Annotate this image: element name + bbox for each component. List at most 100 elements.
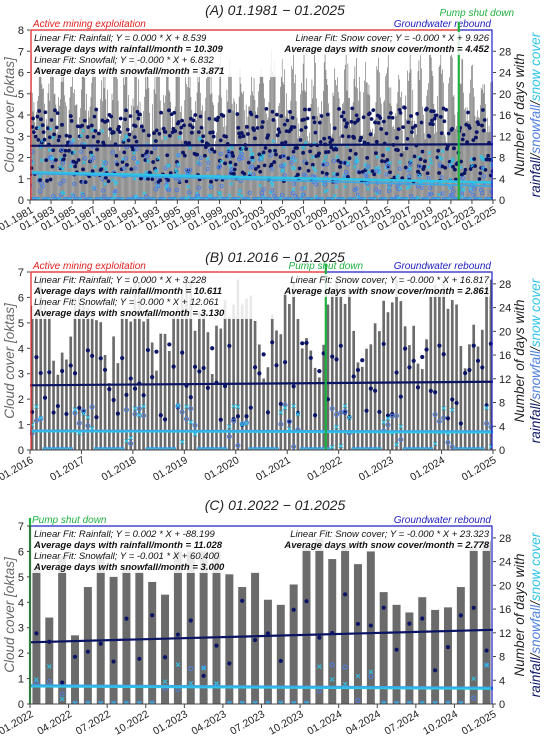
cloud-bar	[278, 105, 279, 200]
cloud-bar	[393, 125, 394, 200]
cloud-bar	[416, 363, 420, 450]
cloud-bar	[265, 109, 266, 200]
cloud-bar	[116, 363, 120, 450]
snow-cover-point	[94, 447, 99, 450]
snow-cover-point	[424, 447, 429, 450]
rain-fit-text: Linear Fit: Rainfall; Y = 0.000 * X + 8.…	[34, 33, 207, 44]
y2-tick-label: 28	[499, 533, 511, 545]
snow-cover-point	[58, 165, 63, 170]
snowfall-point	[252, 700, 258, 704]
snowfall-point	[123, 156, 129, 161]
snowfall-point	[435, 197, 441, 200]
rainfall-point	[32, 130, 36, 134]
snowfall-point	[141, 413, 147, 419]
snow-cover-point	[291, 403, 297, 409]
snow-cover-point	[408, 166, 413, 171]
rainfall-point	[255, 126, 260, 130]
cloud-bar	[210, 70, 212, 200]
cloud-bar	[225, 574, 234, 704]
rainfall-point	[210, 346, 215, 351]
snow-cover-point	[144, 170, 149, 175]
cloud-bar	[354, 66, 356, 200]
rainfall-point	[279, 114, 284, 118]
cloud-bar	[397, 91, 399, 200]
snow-cover-point	[42, 447, 48, 450]
cloud-bar	[455, 304, 458, 450]
cloud-bar	[216, 116, 218, 200]
snow-cover-point	[299, 197, 304, 200]
rainfall-point	[244, 414, 249, 419]
snowfall-point	[218, 151, 223, 157]
cloud-bar	[285, 116, 286, 200]
cloud-bar	[170, 101, 172, 200]
snow-cover-point	[171, 447, 176, 450]
y2-tick-label: 0	[499, 445, 505, 457]
cloud-bar	[484, 84, 485, 200]
snow-cover-point	[341, 197, 346, 200]
rainfall-point	[48, 177, 53, 182]
snowfall-fit-text: Linear Fit: Snowfall; Y = -0.001 * X + 6…	[34, 551, 220, 562]
cloud-bar	[263, 83, 264, 200]
rainfall-point	[129, 167, 134, 171]
cloud-bar	[219, 328, 223, 450]
rainfall-point	[304, 161, 309, 166]
cloud-bar	[358, 77, 360, 200]
rainfall-point	[471, 138, 476, 143]
cloud-bar	[146, 312, 150, 450]
snow-cover-point	[295, 411, 301, 417]
cloud-bar	[338, 98, 340, 200]
snow-cover-point	[291, 701, 297, 704]
cloud-bar	[376, 66, 378, 200]
cloud-bar	[489, 279, 493, 450]
snowfall-point	[175, 403, 181, 409]
snow-cover-point	[416, 195, 420, 200]
rebound-label: Groundwater rebound	[394, 19, 492, 30]
rainfall-point	[368, 386, 373, 391]
rainfall-point	[158, 178, 163, 183]
rainfall-point	[244, 147, 249, 151]
snow-cover-point	[404, 197, 409, 200]
y2-tick-label: 24	[499, 68, 511, 80]
snow-cover-point	[427, 150, 432, 155]
rainfall-point	[484, 648, 489, 653]
snowfall-point	[365, 164, 371, 169]
cloud-bar	[266, 367, 270, 450]
cloud-bar	[249, 106, 250, 200]
snow-cover-point	[467, 447, 472, 450]
cloud-bar	[459, 83, 461, 200]
snowfall-point	[151, 197, 157, 200]
cloud-bar	[466, 107, 468, 200]
rainfall-point	[364, 408, 369, 413]
snow-cover-point	[311, 165, 316, 170]
snowfall-point	[61, 178, 66, 184]
rainfall-point	[443, 165, 448, 170]
snowfall-point	[479, 190, 485, 196]
rebound-frame	[458, 29, 493, 200]
rainfall-point	[221, 113, 226, 118]
snowfall-point	[225, 197, 230, 200]
rainfall-point	[397, 107, 402, 112]
snow-cover-point	[304, 701, 309, 704]
rainfall-point	[292, 125, 297, 130]
cloud-bar	[486, 131, 487, 200]
rainfall-point	[108, 127, 113, 132]
snowfall-point	[79, 149, 84, 154]
snow-cover-point	[270, 183, 275, 187]
cloud-bar	[379, 592, 388, 704]
rainfall-point	[132, 135, 137, 140]
rainfall-point	[242, 171, 247, 176]
y2-label-part: rainfall	[528, 402, 543, 443]
snowfall-point	[341, 197, 346, 200]
panel-title: (B) 01.2016 − 01.2025	[205, 249, 345, 265]
cloud-bar	[112, 100, 114, 200]
snowfall-point	[119, 446, 125, 450]
snow-cover-point	[72, 150, 77, 155]
rainfall-point	[266, 133, 270, 138]
snow-cover-point	[227, 193, 232, 198]
cloud-bar	[478, 117, 479, 200]
cloud-bar	[370, 129, 371, 200]
x-tick-label: 01.2025	[460, 708, 499, 737]
snowfall-point	[188, 406, 194, 412]
active-mining-label: Active mining exploitation	[32, 261, 146, 272]
